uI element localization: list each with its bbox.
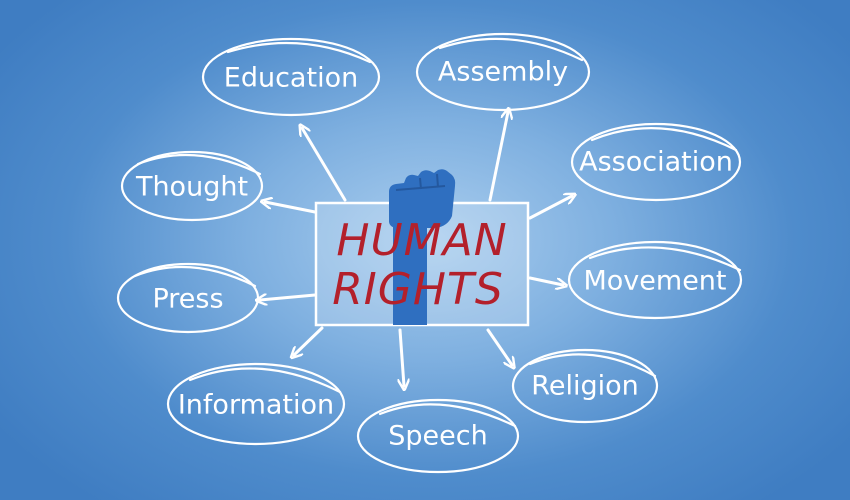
node-label-education: Education [224, 63, 358, 94]
node-label-thought: Thought [135, 172, 248, 203]
title-line-2: RIGHTS [332, 264, 504, 315]
center-box: HUMAN RIGHTS [314, 169, 530, 327]
arrow-religion [486, 328, 512, 365]
arrow-assembly [488, 112, 508, 202]
node-speech: Speech [356, 398, 520, 474]
arrow-information [294, 326, 324, 355]
node-label-movement: Movement [583, 266, 726, 297]
connector-arrows [260, 112, 572, 386]
node-association: Association [570, 122, 742, 202]
node-thought: Thought [120, 150, 264, 222]
raised-fist-icon [389, 169, 456, 325]
arrow-movement [528, 276, 563, 285]
node-label-speech: Speech [388, 421, 487, 452]
node-education: Education [201, 37, 381, 117]
node-press: Press [116, 262, 260, 334]
arrow-thought [265, 202, 317, 214]
node-religion: Religion [511, 348, 659, 424]
node-label-press: Press [152, 284, 223, 315]
title-line-1: HUMAN [336, 215, 507, 266]
node-label-assembly: Assembly [438, 57, 568, 88]
arrow-press [260, 295, 317, 300]
node-label-association: Association [579, 147, 733, 178]
node-movement: Movement [567, 240, 743, 320]
arrow-education [302, 128, 347, 202]
node-information: Information [166, 362, 346, 446]
node-assembly: Assembly [415, 32, 591, 112]
node-label-information: Information [178, 390, 334, 421]
arrow-association [528, 196, 572, 220]
arrow-speech [400, 328, 404, 386]
node-label-religion: Religion [531, 371, 638, 402]
